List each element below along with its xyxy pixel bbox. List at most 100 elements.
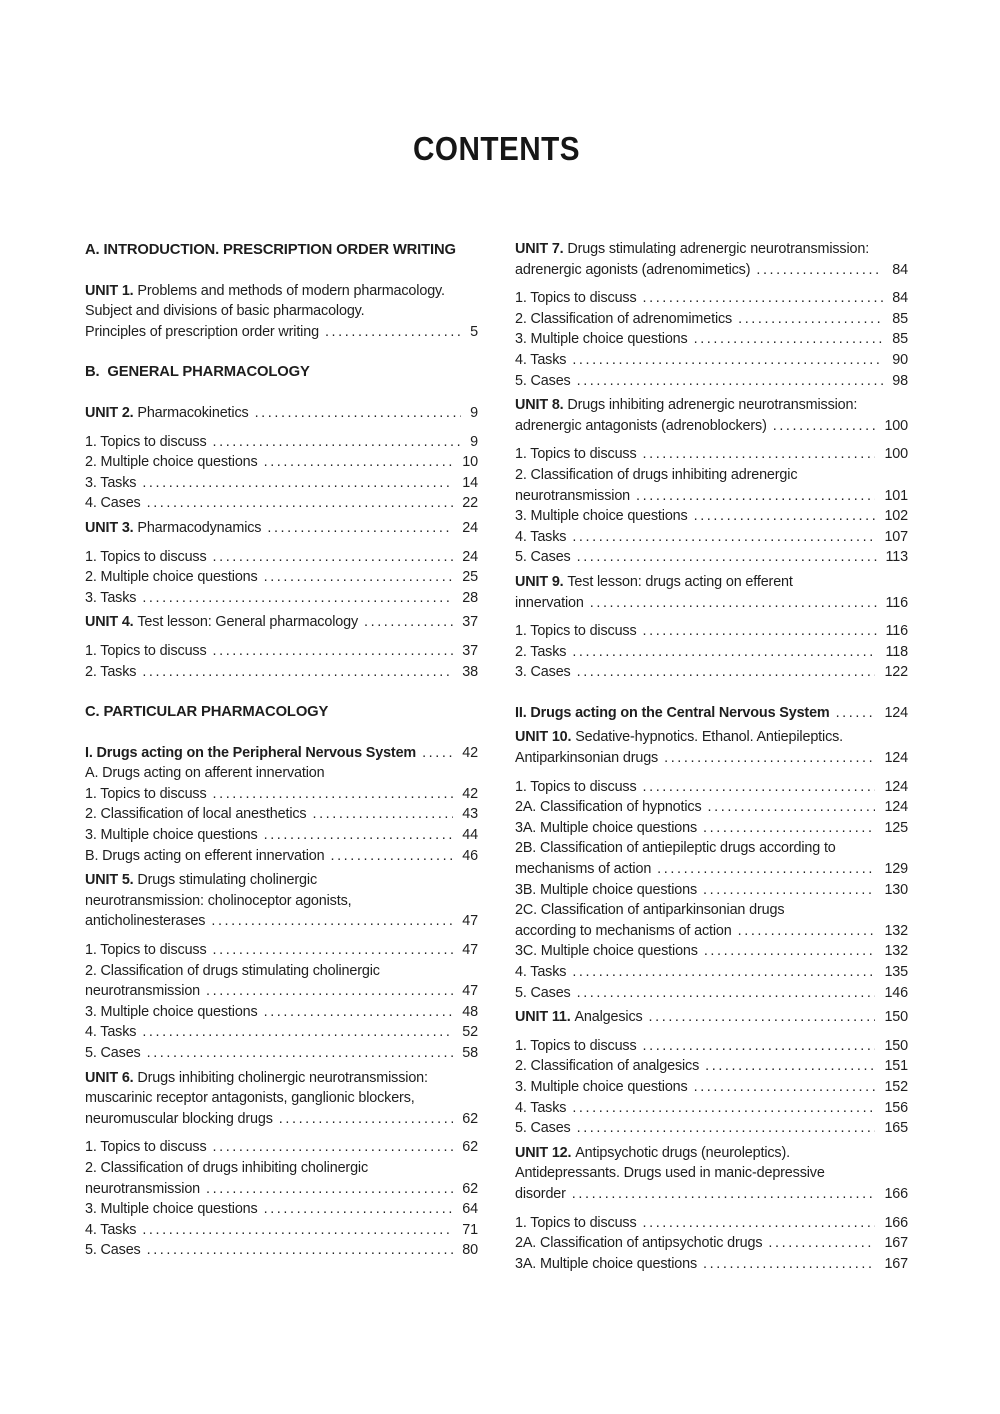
dot-leader	[572, 350, 883, 371]
entry-text: 2. Tasks	[515, 643, 567, 660]
entry-text: 4. Cases	[85, 495, 141, 512]
page-number: 43	[462, 806, 478, 823]
entry-text: neurotransmission	[515, 487, 631, 504]
toc-entry: B. GENERAL PHARMACOLOGY	[85, 362, 478, 383]
dot-leader	[768, 1233, 875, 1254]
page-number: 37	[462, 614, 478, 631]
dot-leader	[643, 444, 876, 465]
dot-leader	[572, 642, 876, 663]
toc-entry: 4. Tasks 90	[515, 350, 908, 371]
page-number: 165	[884, 1120, 908, 1137]
toc-entry: 2. Classification of analgesics 151	[515, 1056, 908, 1077]
entry-text: 1. Topics to discuss	[515, 446, 637, 463]
entry-text: I. Drugs acting on the Peripheral Nervou…	[85, 744, 417, 761]
dot-leader	[325, 322, 461, 343]
toc-entry: 1. Topics to discuss 24	[85, 547, 478, 568]
entry-text: Drugs stimulating cholinergic	[137, 872, 317, 889]
page-number: 71	[462, 1221, 478, 1238]
dot-leader	[703, 880, 875, 901]
toc-line: adrenergic agonists (adrenomimetics) 84	[515, 260, 908, 281]
page-number: 52	[462, 1024, 478, 1041]
entry-text: B. Drugs acting on efferent innervation	[85, 847, 325, 864]
toc-entry: 1. Topics to discuss 47	[85, 940, 478, 961]
toc-line: adrenergic antagonists (adrenoblockers) 1…	[515, 416, 908, 437]
page-number: 146	[884, 984, 908, 1001]
entry-text: 1. Topics to discuss	[515, 778, 637, 795]
page-number: 9	[470, 433, 478, 450]
entry-text: Subject and divisions of basic pharmacol…	[85, 303, 365, 320]
dot-leader	[643, 1036, 876, 1057]
toc-line: muscarinic receptor antagonists, ganglio…	[85, 1088, 478, 1109]
entry-text: B. GENERAL PHARMACOLOGY	[85, 364, 310, 381]
toc-line: 2. Multiple choice questions 25	[85, 567, 478, 588]
entry-text: 1. Topics to discuss	[85, 642, 207, 659]
toc-entry: UNIT 6. Drugs inhibiting cholinergic neu…	[85, 1068, 478, 1130]
dot-leader	[264, 1199, 454, 1220]
page-number: 156	[884, 1099, 908, 1116]
toc-columns: A. INTRODUCTION. PRESCRIPTION ORDER WRIT…	[85, 220, 908, 1274]
entry-text: 5. Cases	[515, 372, 571, 389]
toc-entry: UNIT 5. Drugs stimulating cholinergic neu…	[85, 870, 478, 932]
dot-leader	[330, 846, 453, 867]
entry-text: 2. Classification of drugs inhibiting ad…	[515, 466, 798, 483]
entry-text: adrenergic antagonists (adrenoblockers)	[515, 417, 767, 434]
entry-text: 1. Topics to discuss	[515, 1037, 637, 1054]
dot-leader	[738, 309, 883, 330]
toc-entry: UNIT 8. Drugs inhibiting adrenergic neur…	[515, 395, 908, 436]
toc-entry: UNIT 9. Test lesson: drugs acting on eff…	[515, 572, 908, 613]
toc-line: 2. Classification of drugs stimulating c…	[85, 961, 478, 982]
page-number: 48	[462, 1003, 478, 1020]
entry-text: Antipsychotic drugs (neuroleptics).	[575, 1144, 790, 1161]
dot-leader	[213, 940, 454, 961]
toc-line: 4. Tasks 135	[515, 962, 908, 983]
toc-entry: 1. Topics to discuss 150	[515, 1036, 908, 1057]
entry-text: 1. Topics to discuss	[515, 290, 637, 307]
entry-text: C. PARTICULAR PHARMACOLOGY	[85, 704, 329, 721]
toc-entry: 3A. Multiple choice questions 125	[515, 818, 908, 839]
page-number: 124	[884, 704, 908, 721]
entry-text: 2. Classification of local anesthetics	[85, 806, 307, 823]
page-number: 42	[462, 785, 478, 802]
toc-entry: 5. Cases 58	[85, 1043, 478, 1064]
dot-leader	[704, 941, 876, 962]
toc-line: neurotransmission 62	[85, 1179, 478, 1200]
dot-leader	[664, 748, 875, 769]
entry-text: II. Drugs acting on the Central Nervous …	[515, 704, 830, 721]
toc-line: disorder 166	[515, 1184, 908, 1205]
toc-line: 1. Topics to discuss 42	[85, 784, 478, 805]
dot-leader	[279, 1109, 454, 1130]
toc-line: Subject and divisions of basic pharmacol…	[85, 301, 478, 322]
page-number: 135	[884, 964, 908, 980]
toc-line: 3B. Multiple choice questions 130	[515, 880, 908, 901]
entry-text: disorder	[515, 1185, 566, 1202]
dot-leader	[213, 432, 462, 453]
unit-label: UNIT 5.	[85, 872, 138, 889]
page-number: 100	[884, 417, 908, 434]
entry-text: 2. Tasks	[85, 663, 137, 680]
page-number: 151	[884, 1058, 908, 1075]
toc-line: 1. Topics to discuss 47	[85, 940, 478, 961]
page-number: 152	[884, 1078, 908, 1095]
entry-text: 3C. Multiple choice questions	[515, 943, 698, 960]
page-number: 125	[884, 819, 908, 836]
toc-entry: UNIT 3. Pharmacodynamics 24	[85, 518, 478, 539]
page-number: 84	[892, 290, 908, 307]
toc-line: innervation 116	[515, 593, 908, 614]
page-number: 130	[884, 881, 908, 898]
page-number: 102	[884, 508, 908, 525]
page-number: 42	[462, 744, 478, 761]
dot-leader	[643, 1213, 876, 1234]
toc-line: 5. Cases 58	[85, 1043, 478, 1064]
toc-line: C. PARTICULAR PHARMACOLOGY	[85, 702, 478, 723]
toc-entry: 4. Tasks 107	[515, 527, 908, 548]
toc-entry: 3. Multiple choice questions 152	[515, 1077, 908, 1098]
toc-line: neuromuscular blocking drugs 62	[85, 1109, 478, 1130]
toc-line: A. Drugs acting on afferent innervation	[85, 763, 478, 784]
toc-entry: UNIT 12. Antipsychotic drugs (neurolepti…	[515, 1143, 908, 1205]
dot-leader	[738, 921, 876, 942]
toc-entry: 5. Cases 146	[515, 983, 908, 1004]
page-number: 166	[884, 1214, 908, 1231]
page-number: 124	[884, 799, 908, 816]
toc-line: 3A. Multiple choice questions 125	[515, 818, 908, 839]
toc-entry: 2. Tasks 118	[515, 642, 908, 663]
